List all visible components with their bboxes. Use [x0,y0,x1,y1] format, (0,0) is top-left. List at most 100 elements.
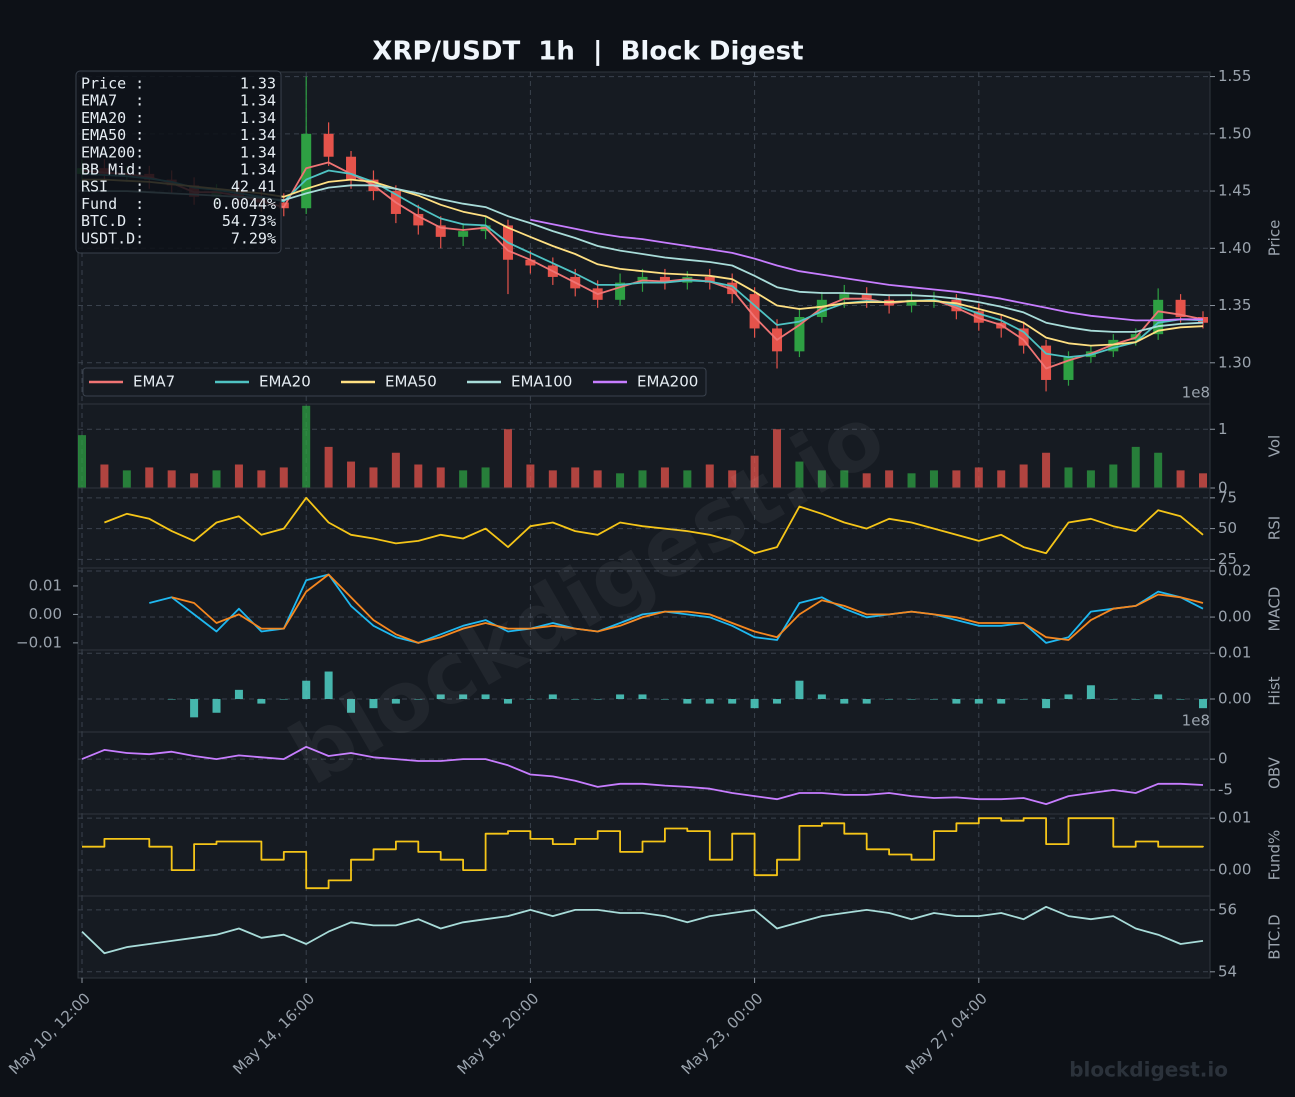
bar [257,699,266,704]
y-tick-label: 0.02 [1218,561,1251,579]
panel [77,731,1211,815]
bar [302,405,311,488]
bar [459,694,468,700]
bar [167,699,176,700]
bar [997,699,1006,704]
y-tick-label: 54 [1218,962,1237,980]
info-value: 1.34 [240,109,276,127]
y-axis-label: OBV [1266,756,1284,789]
info-value: 1.34 [240,126,276,144]
bar [548,470,557,488]
bar [526,464,535,488]
bar [503,429,512,488]
bar [1086,470,1095,488]
legend-label: EMA200 [637,373,698,391]
bar [436,694,445,700]
bar [929,699,938,700]
bar [840,470,849,488]
bar [750,455,759,488]
info-label: EMA50 : [81,126,144,144]
bar [795,461,804,488]
info-value: 1.34 [240,92,276,110]
panel [77,487,1211,569]
bar [1154,694,1163,700]
bar [391,452,400,488]
bar [616,473,625,488]
y-tick-label: 0.00 [29,605,62,623]
bar [1199,699,1207,709]
bar [728,699,737,704]
bar [324,671,333,700]
bar [1131,699,1140,700]
y-tick-label: -5 [1218,780,1233,798]
info-label: Fund : [81,195,144,213]
bar [638,470,647,488]
y-axis-label: BTC.D [1266,914,1284,959]
bar [1064,467,1073,488]
info-value: 7.29% [231,229,276,247]
bar [78,435,86,488]
y-tick-label: 1 [1218,420,1228,438]
bar [1042,699,1051,709]
info-box [75,70,282,254]
bar [234,464,243,488]
bar [1019,464,1028,488]
info-label: EMA7 : [81,92,144,110]
y-tick-label: 1.35 [1218,296,1251,314]
candle-body [794,316,805,352]
panel [77,649,1211,733]
offset-label: 1e8 [1182,384,1210,402]
bar [526,699,535,700]
bar [817,470,826,488]
bar [1019,699,1028,700]
candle-body [659,276,670,283]
bar [862,699,871,704]
bar [257,470,266,488]
info-value: 0.0044% [213,195,276,213]
bar [302,680,311,700]
candle-body [749,294,760,329]
bar [1131,446,1140,488]
footer: blockdigest.io [1069,1058,1228,1082]
y-tick-label: 0.00 [1218,608,1251,626]
candle-body [704,276,715,283]
bar [840,699,849,704]
line [81,905,1204,955]
y-tick-label: 0 [1218,479,1228,497]
bar [773,429,782,488]
info-value: 54.73% [222,212,276,230]
bar [190,473,199,488]
bar [683,470,692,488]
candle-body [906,299,917,306]
info-label: EMA200: [81,143,144,161]
info-value: 42.41 [231,178,276,196]
candle-body [1108,339,1119,352]
bar [1109,699,1118,700]
panel [77,567,1211,651]
legend [82,367,707,397]
bar [369,467,378,488]
info-value: 1.34 [240,161,276,179]
bar [1176,470,1185,488]
y-axis-label: RSI [1266,516,1284,540]
bar [1176,699,1185,700]
y-axis-label: Vol [1266,435,1284,457]
bar [571,699,580,700]
bar [616,694,625,700]
bar [1199,473,1207,488]
bar [593,470,602,488]
y-axis-label: Fund% [1266,830,1284,881]
y-tick-label: 0.00 [1218,690,1251,708]
bar [1042,452,1051,488]
step-line [82,817,1204,890]
panel [77,813,1211,897]
y-tick-label: 1.45 [1218,182,1251,200]
bar [503,699,512,704]
chart-title: XRP/USDT 1h | Block Digest [372,37,803,67]
bar [885,699,894,700]
bar [391,699,400,704]
bar [369,699,378,709]
bar [324,446,333,488]
y-tick-label: 56 [1218,900,1237,918]
